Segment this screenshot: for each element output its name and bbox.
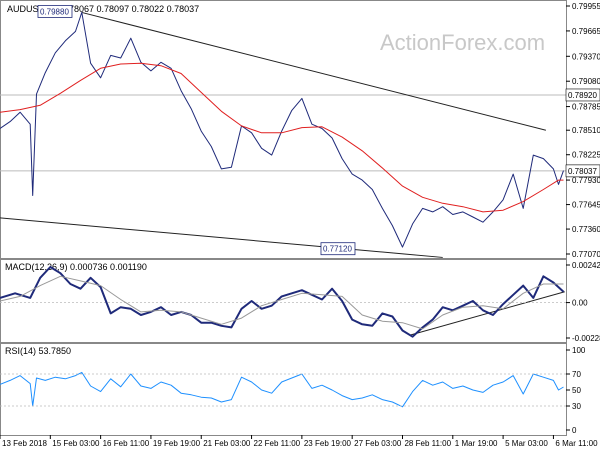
- time-label: 28 Feb 11:00: [404, 439, 451, 448]
- annotation-box: [37, 5, 73, 18]
- price-horizontal-lines: 0.78920 0.78037: [0, 88, 600, 178]
- tick-label: 0.78225: [572, 151, 600, 160]
- time-axis: 13 Feb 2018 15 Feb 03:00 16 Feb 11:00 19 Fe…: [0, 435, 598, 448]
- price-annotations: 0.79880 0.77120: [37, 5, 356, 256]
- time-label: 23 Feb 19:00: [304, 439, 352, 448]
- tick-label: 30: [572, 402, 581, 411]
- time-label: 27 Feb 03:00: [354, 439, 402, 448]
- tick-label: 0.00: [572, 299, 588, 308]
- time-label: 15 Feb 03:00: [52, 439, 100, 448]
- macd-axis-ticks: 0.002427 0.00 -0.002286: [566, 261, 600, 343]
- lower-channel-line: [0, 217, 443, 258]
- time-label: 13 Feb 2018: [2, 439, 47, 448]
- price-plot-frame: [0, 0, 567, 259]
- tick-label: 0.77645: [572, 201, 600, 210]
- price-panel: AUDUSD,H1 0.78067 0.78097 0.78022 0.7803…: [0, 0, 600, 259]
- watermark: ActionForex.com: [380, 30, 545, 55]
- macd-series-group: [0, 266, 565, 338]
- price-axis-ticks: 0.79955 0.79665 0.79370 0.79080 0.78785 0.785…: [566, 2, 600, 259]
- tick-label: 0.78510: [572, 126, 600, 135]
- tick-label: 70: [572, 370, 581, 379]
- tick-label: 0: [572, 426, 577, 435]
- time-label: 22 Feb 11:00: [254, 439, 301, 448]
- annotation-label: 0.79880: [40, 7, 69, 16]
- time-label: 16 Feb 11:00: [103, 439, 150, 448]
- tick-label: 0.79665: [572, 27, 600, 36]
- tick-label: 0.77930: [572, 176, 600, 185]
- time-label: 19 Feb 19:00: [153, 439, 201, 448]
- chart-header: AUDUSD,H1 0.78067 0.78097 0.78022 0.7803…: [7, 4, 199, 14]
- series-line-0: [0, 371, 564, 408]
- series-line-0: [0, 11, 564, 248]
- tick-label: 0.79080: [572, 77, 600, 86]
- annotation-box: [320, 242, 356, 256]
- level-label: 0.78037: [568, 167, 597, 176]
- time-label: 21 Feb 03:00: [203, 439, 251, 448]
- time-label: 5 Mar 03:00: [505, 439, 548, 448]
- price-series-group: [0, 11, 564, 248]
- rsi-label: RSI(14) 53.7850: [5, 346, 71, 356]
- level-label-box: [565, 88, 600, 102]
- tick-label: 0.77360: [572, 225, 600, 234]
- tick-label: 0.77070: [572, 250, 600, 259]
- tick-label: 50: [572, 386, 581, 395]
- level-label-box: [565, 164, 600, 178]
- tick-label: 0.78785: [572, 103, 600, 112]
- level-label: 0.78920: [568, 91, 597, 100]
- rsi-series-group: [0, 371, 566, 408]
- price-trendlines: [0, 11, 546, 258]
- tick-label: -0.002286: [572, 334, 600, 343]
- time-label: 6 Mar 11:00: [555, 439, 598, 448]
- series-line-1: [0, 62, 564, 213]
- upper-channel-line: [81, 11, 546, 131]
- tick-label: 0.002427: [572, 261, 600, 270]
- macd-label: MACD(12,26,9) 0.000736 0.001190: [5, 262, 147, 272]
- series-line-0: [0, 266, 565, 338]
- series-line-1: [0, 275, 564, 330]
- annotation-label: 0.77120: [323, 245, 352, 254]
- tick-label: 100: [572, 346, 586, 355]
- tick-label: 0.79955: [572, 2, 600, 11]
- tick-label: 0.79370: [572, 52, 600, 61]
- rsi-axis-ticks: 100 70 50 30 0: [566, 346, 586, 435]
- time-label: 1 Mar 19:00: [455, 439, 498, 448]
- macd-panel: MACD(12,26,9) 0.000736 0.001190 0.002427…: [0, 259, 600, 343]
